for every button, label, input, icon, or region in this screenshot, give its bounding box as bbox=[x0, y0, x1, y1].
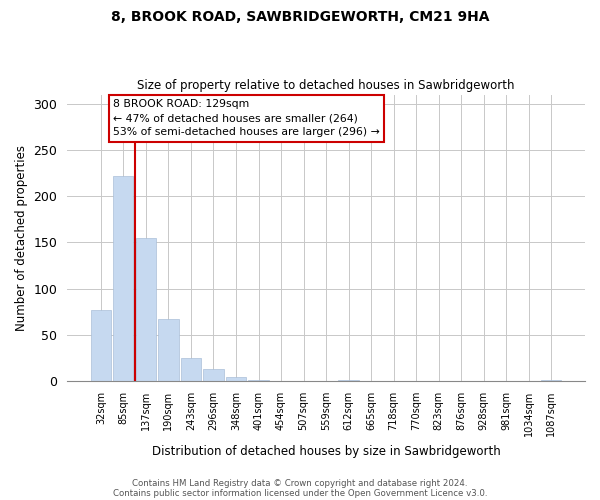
Text: Contains public sector information licensed under the Open Government Licence v3: Contains public sector information licen… bbox=[113, 488, 487, 498]
Bar bbox=[203, 369, 224, 381]
Bar bbox=[136, 238, 156, 381]
Bar bbox=[226, 378, 246, 381]
Text: 8 BROOK ROAD: 129sqm
← 47% of detached houses are smaller (264)
53% of semi-deta: 8 BROOK ROAD: 129sqm ← 47% of detached h… bbox=[113, 99, 380, 137]
Bar bbox=[248, 380, 269, 381]
Bar bbox=[91, 310, 111, 381]
Bar bbox=[181, 358, 201, 381]
Title: Size of property relative to detached houses in Sawbridgeworth: Size of property relative to detached ho… bbox=[137, 79, 515, 92]
Y-axis label: Number of detached properties: Number of detached properties bbox=[15, 145, 28, 331]
Bar bbox=[158, 319, 179, 381]
Text: 8, BROOK ROAD, SAWBRIDGEWORTH, CM21 9HA: 8, BROOK ROAD, SAWBRIDGEWORTH, CM21 9HA bbox=[111, 10, 489, 24]
X-axis label: Distribution of detached houses by size in Sawbridgeworth: Distribution of detached houses by size … bbox=[152, 444, 500, 458]
Text: Contains HM Land Registry data © Crown copyright and database right 2024.: Contains HM Land Registry data © Crown c… bbox=[132, 478, 468, 488]
Bar bbox=[541, 380, 562, 381]
Bar bbox=[338, 380, 359, 381]
Bar bbox=[113, 176, 133, 381]
